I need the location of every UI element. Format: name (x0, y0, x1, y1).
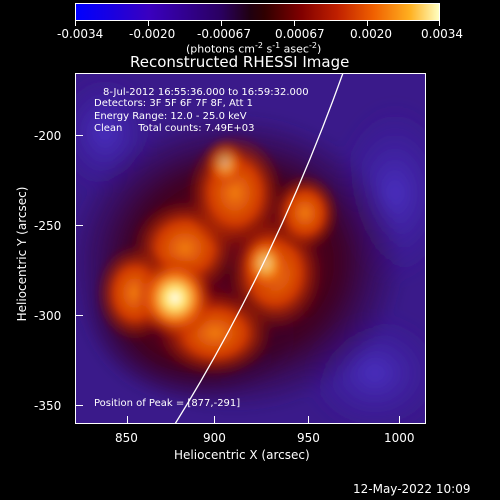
rhessi-image (75, 73, 426, 424)
x-tick-label: 900 (203, 431, 226, 445)
colorbar-tick (439, 21, 440, 26)
footer-timestamp: 12-May-2022 10:09 (353, 482, 471, 496)
image-title: Reconstructed RHESSI Image (130, 53, 350, 71)
info-energy-range: Energy Range: 12.0 - 25.0 keV (94, 111, 247, 122)
colorbar-tick-label: -0.00067 (197, 27, 251, 41)
x-tick (214, 416, 215, 424)
info-detectors: Detectors: 3F 5F 6F 7F 8F, Att 1 (94, 98, 254, 109)
colorbar-tick-label: 0.00067 (275, 27, 325, 41)
y-tick (75, 135, 83, 136)
y-axis-label: Heliocentric Y (arcsec) (15, 186, 29, 322)
colorbar-tick-label: -0.0034 (57, 27, 104, 41)
colorbar-units: (photons cm-2 s-1 asec-2) (186, 41, 322, 56)
y-tick (75, 225, 83, 226)
x-tick-label: 950 (297, 431, 320, 445)
colorbar-tick-label: 0.0020 (350, 27, 392, 41)
x-tick (399, 416, 400, 424)
y-tick-label: -200 (34, 129, 62, 143)
x-tick-label: 850 (115, 431, 138, 445)
colorbar-tick (294, 21, 295, 26)
colorbar-tick (221, 21, 222, 26)
colorbar-tick (367, 21, 368, 26)
colorbar-tick-label: 0.0034 (421, 27, 463, 41)
x-tick-label: 1000 (384, 431, 415, 445)
y-tick-label: -300 (34, 309, 62, 323)
y-tick-label: -250 (34, 219, 62, 233)
colorbar-tick (75, 21, 76, 26)
y-tick-label: -350 (34, 399, 62, 413)
x-tick (308, 416, 309, 424)
x-tick (127, 416, 128, 424)
info-time-range: 8-Jul-2012 16:55:36.000 to 16:59:32.000 (103, 87, 309, 98)
x-axis-label: Heliocentric X (arcsec) (174, 448, 310, 462)
solar-limb (174, 73, 344, 424)
colorbar-tick (148, 21, 149, 26)
peak-position: Position of Peak = [877,-291] (94, 398, 241, 409)
info-clean-counts: Clean Total counts: 7.49E+03 (94, 123, 255, 134)
colorbar-tick-label: -0.0020 (129, 27, 176, 41)
colorbar (75, 3, 440, 21)
y-tick (75, 315, 83, 316)
y-tick (75, 405, 83, 406)
